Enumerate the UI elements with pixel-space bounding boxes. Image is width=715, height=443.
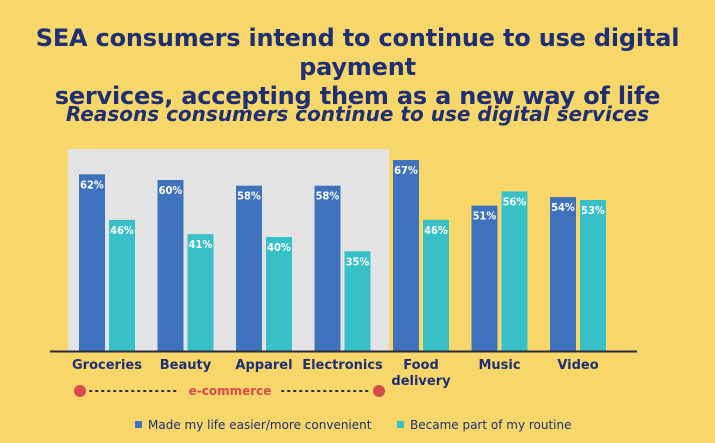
data-label-2-2: 40% — [267, 241, 291, 254]
bar-1-4 — [393, 160, 419, 351]
category-label-line: Video — [557, 358, 598, 373]
category-label-line: Apparel — [235, 358, 292, 373]
legend-label-1: Made my life easier/more convenient — [148, 418, 372, 432]
data-label-1-6: 54% — [551, 201, 575, 214]
data-label-1-0: 62% — [80, 178, 104, 191]
title-line-1: SEA consumers intend to continue to use … — [35, 24, 680, 81]
bar-1-0 — [79, 174, 105, 351]
category-labels: Groceries Beauty Apparel Electronics Food del… — [72, 358, 599, 389]
bar-2-5 — [501, 191, 528, 351]
data-label-2-6: 53% — [581, 204, 605, 217]
bar-2-3 — [344, 251, 371, 351]
category-label-2: Apparel — [235, 358, 292, 373]
category-label-line: Groceries — [72, 358, 142, 373]
bar-2-4 — [423, 219, 449, 351]
legend-swatch-1 — [135, 421, 142, 428]
data-label-2-5: 56% — [503, 195, 527, 208]
category-label-line: Food — [403, 358, 439, 373]
ecommerce-dot-right — [373, 385, 385, 397]
chart-subtitle: Reasons consumers continue to use digita… — [65, 102, 650, 126]
data-label-2-3: 35% — [346, 255, 370, 268]
data-label-1-4: 67% — [394, 164, 418, 177]
legend: Made my life easier/more convenient Becam… — [135, 418, 572, 432]
bar-2-6 — [580, 199, 606, 351]
category-label-line: Electronics — [302, 358, 383, 373]
chart-title: SEA consumers intend to continue to use … — [0, 24, 715, 111]
ecommerce-bracket: e-commerce — [74, 384, 385, 398]
category-label-6: Video — [557, 358, 598, 373]
ecommerce-dot-left — [74, 385, 86, 397]
bars-group: 62% 46% 60% 41% 58% 40% 58% 35% 67% 46% 51% 56% 54% 5… — [79, 160, 606, 351]
category-label-1: Beauty — [160, 358, 212, 373]
category-label-3: Electronics — [302, 358, 383, 373]
bar-2-1 — [187, 234, 214, 351]
category-label-line: delivery — [391, 374, 451, 389]
data-label-1-3: 58% — [316, 190, 340, 203]
data-label-1-5: 51% — [473, 210, 497, 223]
category-label-line: Music — [478, 358, 520, 373]
category-label-4: Food delivery — [391, 358, 451, 389]
ecommerce-label: e-commerce — [189, 384, 272, 398]
bar-2-2 — [266, 237, 292, 351]
data-label-2-1: 41% — [189, 238, 213, 251]
bar-1-5 — [471, 205, 498, 351]
legend-label-2: Became part of my routine — [410, 418, 572, 432]
category-label-5: Music — [478, 358, 520, 373]
bar-1-2 — [236, 185, 262, 351]
bar-1-1 — [157, 180, 184, 351]
bar-1-3 — [314, 185, 341, 351]
legend-swatch-2 — [397, 421, 404, 428]
bar-1-6 — [550, 197, 576, 351]
data-label-1-2: 58% — [237, 190, 261, 203]
title-line-2: services, accepting them as a new way of… — [54, 82, 661, 110]
bar-2-0 — [109, 219, 135, 351]
category-label-0: Groceries — [72, 358, 142, 373]
data-label-2-0: 46% — [110, 224, 134, 237]
category-label-line: Beauty — [160, 358, 212, 373]
data-label-2-4: 46% — [424, 224, 448, 237]
data-label-1-1: 60% — [159, 184, 183, 197]
